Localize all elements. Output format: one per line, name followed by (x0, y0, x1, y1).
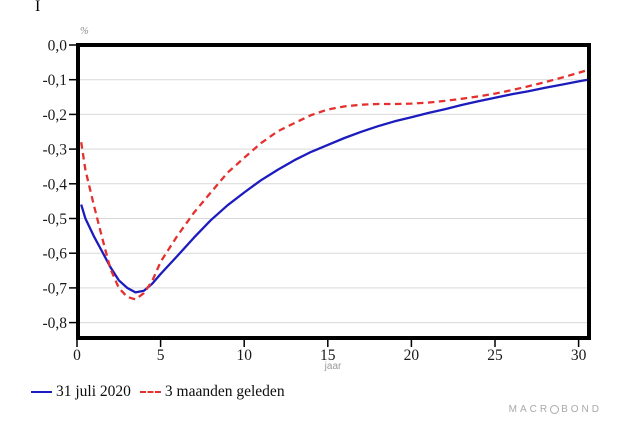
y-tick-label: -0,3 (42, 142, 67, 159)
y-tick-label: -0,6 (42, 246, 67, 263)
plot-frame (76, 43, 591, 340)
legend-item-previous: 3 maanden geleden (139, 383, 285, 401)
legend-line-sample-solid (31, 391, 52, 393)
legend: 31 juli 2020 3 maanden geleden (31, 383, 285, 401)
y-tick-label: -0,7 (42, 280, 67, 297)
text-cursor-glyph: I (35, 0, 41, 15)
y-tick-label: -0,2 (42, 107, 67, 124)
y-tick-label: 0,0 (48, 38, 68, 55)
x-tick-label: 20 (404, 347, 420, 364)
logo-text-suffix: BOND (561, 404, 602, 415)
x-tick-label: 30 (571, 347, 587, 364)
x-tick-label: 10 (236, 347, 252, 364)
x-tick-label: 15 (320, 347, 336, 364)
y-tick-label: -0,4 (42, 176, 67, 193)
chart-plot-area: 0,0 -0,1 -0,2 -0,3 -0,4 -0,5 -0,6 -0,7 -0,8 0 5 10 1… (42, 38, 591, 364)
legend-label: 3 maanden geleden (164, 383, 285, 400)
x-tick-label: 5 (157, 347, 165, 364)
series-line-0 (80, 78, 588, 294)
y-tick-label: -0,1 (42, 72, 67, 89)
y-tick-label: -0,8 (42, 315, 67, 332)
logo-text-prefix: MACR (508, 404, 551, 415)
legend-label: 31 juli 2020 (56, 383, 131, 400)
legend-line-sample-dashed (139, 391, 161, 393)
logo-ring-icon (550, 405, 560, 414)
legend-item-current: 31 juli 2020 (31, 383, 131, 401)
macrobond-logo: MACR BOND (509, 404, 602, 415)
x-axis-title: jaar (324, 361, 342, 372)
x-tick-label: 25 (487, 347, 503, 364)
x-tick-label: 0 (73, 347, 81, 364)
y-tick-label: -0,5 (42, 211, 67, 228)
y-axis-unit-label: % (80, 26, 89, 37)
series-line-1 (80, 69, 588, 301)
